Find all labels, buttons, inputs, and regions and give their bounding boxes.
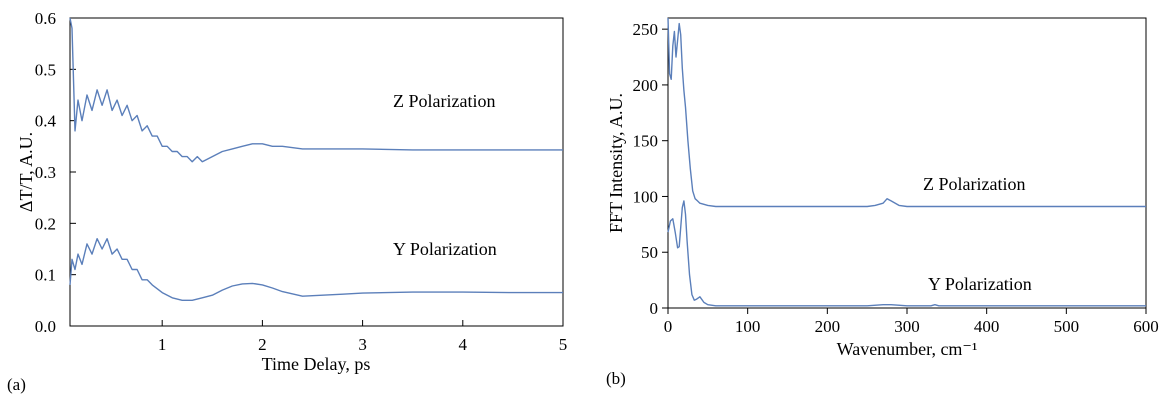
series-line-z-polarization (667, 17, 1146, 208)
chart-panel-b: 0 50 100 150 200 250 0 100 200 300 400 500 600 FFT … (606, 17, 1159, 388)
chart-panel-a: 0.0 0.1 0.2 0.3 0.4 0.5 0.6 1 2 3 4 5 ΔT/T, A.U. T… (7, 9, 567, 394)
x-axis-label-b: Wavenumber, cm⁻¹ (837, 339, 978, 359)
y-tick-label: 0.2 (35, 214, 56, 233)
series-line-y-polarization (69, 237, 563, 301)
annotation-y-b: Y Polarization (928, 274, 1032, 294)
series-line-z-polarization (69, 17, 563, 163)
y-tick-label: 50 (641, 243, 658, 262)
y-tick-label: 0.6 (35, 9, 56, 28)
y-tick-label: 0.3 (35, 163, 56, 182)
y-tick-label: 250 (633, 20, 659, 39)
plot-frame-b (667, 17, 1147, 309)
y-axis-label-b: FFT Intensity, A.U. (606, 93, 626, 233)
y-tick-label: 0.1 (35, 266, 56, 285)
annotation-z-b: Z Polarization (923, 174, 1025, 194)
x-tick-label: 300 (894, 317, 920, 336)
y-tick-label: 200 (633, 76, 659, 95)
y-tick-label: 150 (633, 132, 659, 151)
x-tick-label: 2 (258, 335, 267, 354)
y-tick-label: 0.4 (35, 112, 57, 131)
series-line-y-polarization (667, 200, 1146, 307)
panel-label-a: (a) (7, 375, 26, 394)
x-tick-label: 500 (1054, 317, 1080, 336)
y-tick-label: 0.5 (35, 60, 56, 79)
x-tick-label: 1 (158, 335, 167, 354)
x-tick-label: 600 (1133, 317, 1159, 336)
x-tick-label: 5 (559, 335, 568, 354)
y-tick-label: 0.0 (35, 317, 56, 336)
x-tick-label: 200 (815, 317, 841, 336)
x-axis-label-a: Time Delay, ps (262, 354, 371, 374)
panel-label-b: (b) (606, 369, 626, 388)
annotation-y-a: Y Polarization (393, 239, 497, 259)
y-axis-label-a: ΔT/T, A.U. (16, 132, 36, 212)
y-tick-label: 0 (650, 299, 659, 318)
x-tick-label: 0 (664, 317, 673, 336)
x-tick-label: 4 (459, 335, 468, 354)
x-tick-label: 100 (735, 317, 761, 336)
x-tick-label: 3 (358, 335, 367, 354)
x-tick-label: 400 (974, 317, 1000, 336)
annotation-z-a: Z Polarization (393, 91, 495, 111)
y-tick-label: 100 (633, 187, 659, 206)
